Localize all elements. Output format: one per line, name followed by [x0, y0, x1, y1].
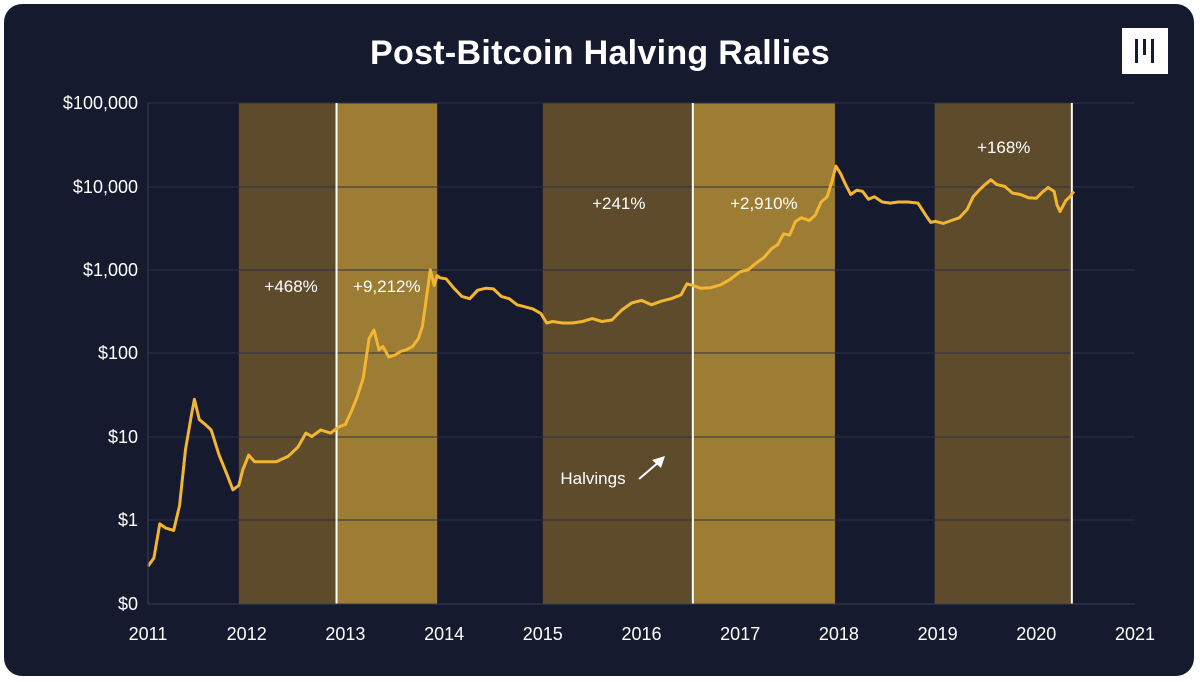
x-tick-label: 2013 [325, 624, 365, 644]
price-line [146, 164, 1076, 567]
x-tick-label: 2021 [1115, 624, 1155, 644]
y-tick-label: $10,000 [73, 177, 138, 197]
y-tick-label: $1 [118, 510, 138, 530]
x-tick-label: 2014 [424, 624, 464, 644]
halving-lines [335, 103, 1073, 604]
x-tick-label: 2019 [918, 624, 958, 644]
annotations: +468% +9,212% +241% +2,910% +168% Halvings [264, 138, 1030, 488]
rally-label: +2,910% [730, 194, 798, 213]
y-tick-label: $100,000 [63, 93, 138, 113]
x-tick-label: 2011 [129, 624, 168, 644]
x-tick-label: 2016 [621, 624, 661, 644]
x-tick-label: 2017 [720, 624, 760, 644]
y-tick-label: $10 [108, 427, 138, 447]
pantera-bars-icon [1122, 28, 1168, 74]
x-tick-label: 2012 [227, 624, 267, 644]
price-series [146, 164, 1076, 567]
chart-title: Post-Bitcoin Halving Rallies [370, 34, 830, 72]
rally-label: +241% [592, 194, 645, 213]
rally-label: +168% [977, 138, 1030, 157]
halvings-arrow-head [652, 456, 665, 468]
x-tick-label: 2018 [819, 624, 859, 644]
rally-label: +468% [264, 277, 317, 296]
y-tick-label: $1,000 [83, 260, 138, 280]
x-tick-label: 2015 [523, 624, 563, 644]
x-tick-label: 2020 [1016, 624, 1056, 644]
y-tick-label: $100 [98, 343, 138, 363]
y-tick-label: $0 [118, 594, 138, 614]
axes: $0 $1 $10 $100 $1,000 $10,000 $100,000 2011 2012… [63, 93, 1155, 644]
rally-label: +9,212% [353, 277, 421, 296]
halvings-label: Halvings [560, 469, 625, 488]
